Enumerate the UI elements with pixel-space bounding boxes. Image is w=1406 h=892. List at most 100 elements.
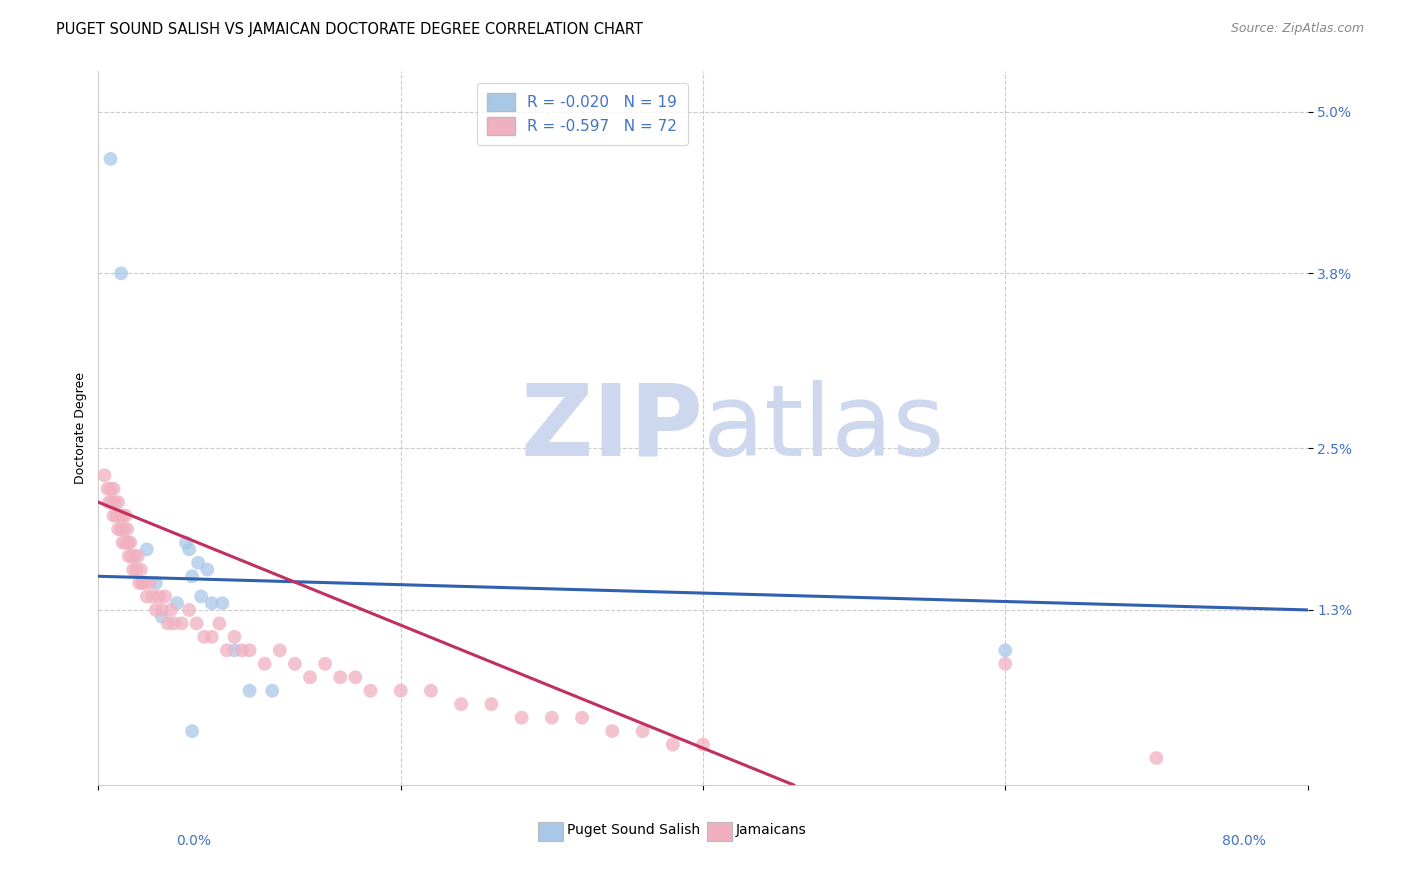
Point: [344, 670, 367, 684]
Point: [269, 643, 291, 657]
Point: [125, 562, 148, 576]
Point: [631, 724, 654, 739]
Point: [160, 603, 183, 617]
Point: [420, 683, 443, 698]
Point: [118, 549, 141, 563]
Point: [127, 549, 149, 563]
Point: [262, 683, 284, 698]
Point: [118, 535, 141, 549]
Point: [187, 556, 209, 570]
Point: [131, 576, 153, 591]
Point: [103, 482, 125, 496]
Point: [111, 535, 134, 549]
Point: [115, 522, 138, 536]
Point: [661, 738, 683, 752]
Point: [602, 724, 624, 739]
Point: [103, 508, 125, 523]
Point: [692, 738, 714, 752]
Point: [186, 616, 208, 631]
Point: [135, 590, 157, 604]
Point: [105, 508, 128, 523]
Point: [104, 495, 127, 509]
Text: PUGET SOUND SALISH VS JAMAICAN DOCTORATE DEGREE CORRELATION CHART: PUGET SOUND SALISH VS JAMAICAN DOCTORATE…: [56, 22, 643, 37]
Point: [195, 562, 218, 576]
Point: [107, 495, 129, 509]
Point: [540, 711, 562, 725]
Point: [121, 549, 143, 563]
Point: [110, 266, 132, 280]
Point: [314, 657, 336, 671]
Point: [145, 603, 167, 617]
Point: [135, 542, 157, 557]
Point: [101, 495, 124, 509]
Point: [153, 590, 176, 604]
Point: [112, 522, 135, 536]
Point: [231, 643, 253, 657]
Point: [284, 657, 307, 671]
Point: [239, 643, 262, 657]
Point: [150, 603, 173, 617]
Point: [122, 562, 145, 576]
Point: [481, 697, 503, 711]
Point: [224, 643, 246, 657]
Point: [110, 522, 132, 536]
Point: [179, 603, 201, 617]
Point: [994, 643, 1017, 657]
Point: [1144, 751, 1167, 765]
Point: [510, 711, 533, 725]
Point: [124, 549, 146, 563]
Text: 80.0%: 80.0%: [1222, 834, 1265, 848]
Point: [100, 482, 122, 496]
Point: [571, 711, 593, 725]
Point: [108, 508, 131, 523]
Point: [114, 535, 136, 549]
Point: [360, 683, 382, 698]
Point: [156, 616, 179, 631]
Point: [163, 616, 186, 631]
Point: [994, 657, 1017, 671]
Point: [174, 535, 197, 549]
Point: [120, 535, 142, 549]
Point: [128, 576, 150, 591]
Point: [129, 562, 152, 576]
Text: ZIP: ZIP: [520, 380, 703, 476]
Point: [179, 542, 201, 557]
Point: [193, 630, 215, 644]
Point: [111, 508, 134, 523]
Point: [211, 596, 233, 610]
Point: [93, 468, 115, 483]
Text: Jamaicans: Jamaicans: [737, 823, 807, 838]
Point: [201, 630, 224, 644]
Point: [215, 643, 238, 657]
Text: 0.0%: 0.0%: [176, 834, 211, 848]
Point: [239, 683, 262, 698]
Point: [148, 590, 170, 604]
Point: [450, 697, 472, 711]
Point: [96, 482, 118, 496]
Point: [190, 590, 212, 604]
Point: [142, 590, 165, 604]
Point: [389, 683, 412, 698]
Point: [170, 616, 193, 631]
Point: [166, 596, 188, 610]
Point: [114, 508, 136, 523]
Point: [299, 670, 322, 684]
Text: Source: ZipAtlas.com: Source: ZipAtlas.com: [1230, 22, 1364, 36]
Y-axis label: Doctorate Degree: Doctorate Degree: [75, 372, 87, 484]
Point: [145, 576, 167, 591]
Point: [181, 569, 204, 583]
Legend: R = -0.020   N = 19, R = -0.597   N = 72: R = -0.020 N = 19, R = -0.597 N = 72: [477, 83, 688, 145]
Point: [329, 670, 352, 684]
Point: [139, 576, 162, 591]
Point: [253, 657, 276, 671]
Point: [98, 495, 121, 509]
Text: atlas: atlas: [703, 380, 945, 476]
Text: Puget Sound Salish: Puget Sound Salish: [567, 823, 700, 838]
Point: [107, 522, 129, 536]
Point: [150, 609, 173, 624]
Point: [132, 576, 155, 591]
Point: [208, 616, 231, 631]
Point: [201, 596, 224, 610]
Point: [224, 630, 246, 644]
Point: [100, 152, 122, 166]
